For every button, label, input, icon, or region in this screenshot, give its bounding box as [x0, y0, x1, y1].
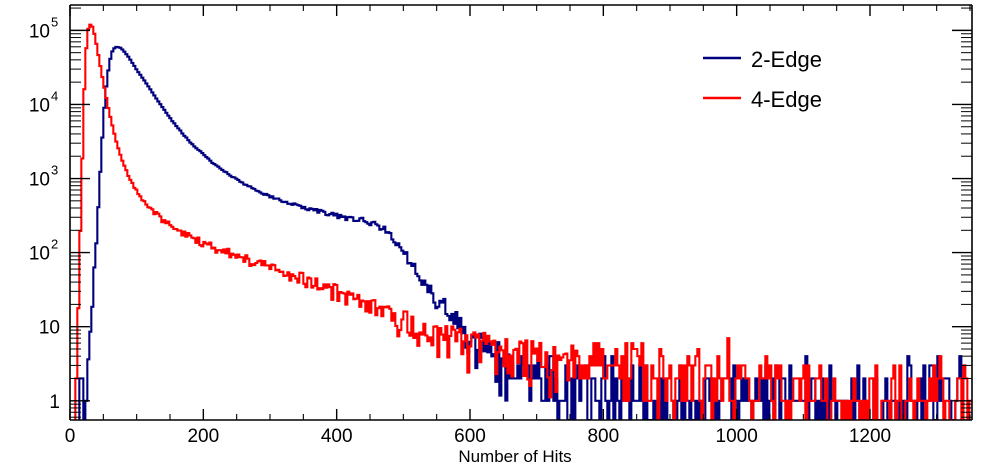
x-tick-label: 200 [187, 426, 219, 447]
x-tick-label: 600 [454, 426, 486, 447]
legend: 2-Edge 4-Edge [703, 47, 822, 112]
svg-text:10: 10 [39, 318, 60, 339]
axis-frame [69, 4, 973, 421]
series-line-4-edge [74, 23, 972, 420]
svg-text:5: 5 [51, 14, 58, 29]
svg-text:4: 4 [51, 88, 58, 103]
x-tick-label: 1000 [716, 426, 758, 447]
y-tick-label: 10 [39, 318, 60, 339]
x-axis-ticks [69, 5, 971, 420]
x-tick-label: 800 [587, 426, 619, 447]
x-tick-label: 0 [65, 426, 76, 447]
y-tick-label: 10 4 [29, 88, 58, 116]
y-axis-ticks [70, 7, 972, 418]
y-tick-label: 10 2 [29, 237, 58, 265]
y-tick-label: 1 [49, 392, 60, 413]
svg-text:10: 10 [29, 244, 50, 265]
svg-text:10: 10 [29, 170, 50, 191]
svg-text:3: 3 [51, 163, 58, 178]
svg-text:2: 2 [51, 237, 58, 252]
svg-text:10: 10 [29, 21, 50, 42]
x-axis-tick-labels: 0 200 400 600 800 1000 1200 [65, 426, 891, 447]
series-line-2-edge [78, 45, 966, 420]
y-tick-label: 10 5 [29, 14, 58, 42]
svg-text:1: 1 [49, 392, 60, 413]
legend-label-4-edge: 4-Edge [751, 87, 822, 112]
x-axis-title: Number of Hits [458, 447, 571, 466]
y-tick-label: 10 3 [29, 163, 58, 191]
x-tick-label: 1200 [849, 426, 891, 447]
legend-label-2-edge: 2-Edge [751, 47, 822, 72]
x-tick-label: 400 [321, 426, 353, 447]
svg-text:10: 10 [29, 95, 50, 116]
data-series-layer [74, 23, 972, 420]
